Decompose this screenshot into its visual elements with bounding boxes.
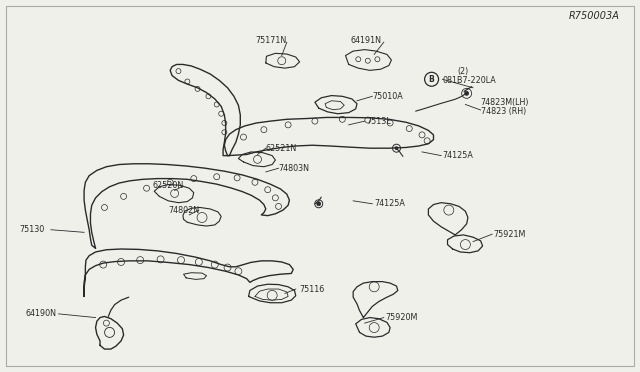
Text: 74125A: 74125A bbox=[374, 199, 405, 208]
Text: 64190N: 64190N bbox=[26, 310, 56, 318]
Text: B: B bbox=[429, 75, 435, 84]
Circle shape bbox=[395, 147, 398, 150]
Text: 081B7-220LA: 081B7-220LA bbox=[442, 76, 496, 85]
Text: 75116: 75116 bbox=[300, 285, 325, 294]
Text: 74802N: 74802N bbox=[168, 206, 200, 215]
Circle shape bbox=[465, 92, 468, 95]
Text: 75921M: 75921M bbox=[493, 230, 526, 239]
Text: R750003A: R750003A bbox=[569, 11, 620, 21]
Text: 74823M(LH): 74823M(LH) bbox=[481, 98, 529, 107]
Text: 74803N: 74803N bbox=[278, 164, 310, 173]
Circle shape bbox=[317, 202, 321, 206]
Text: 75010A: 75010A bbox=[372, 92, 403, 101]
Text: 74125A: 74125A bbox=[442, 151, 474, 160]
Text: 75171N: 75171N bbox=[255, 36, 286, 45]
Text: (2): (2) bbox=[457, 67, 468, 76]
Text: 62521N: 62521N bbox=[266, 144, 297, 153]
Text: 64191N: 64191N bbox=[351, 36, 381, 45]
Text: 62520N: 62520N bbox=[153, 182, 184, 190]
Text: 75130: 75130 bbox=[19, 225, 44, 234]
Text: 74823 (RH): 74823 (RH) bbox=[481, 108, 526, 116]
Text: 7513L: 7513L bbox=[366, 117, 390, 126]
Text: 75920M: 75920M bbox=[385, 313, 417, 322]
